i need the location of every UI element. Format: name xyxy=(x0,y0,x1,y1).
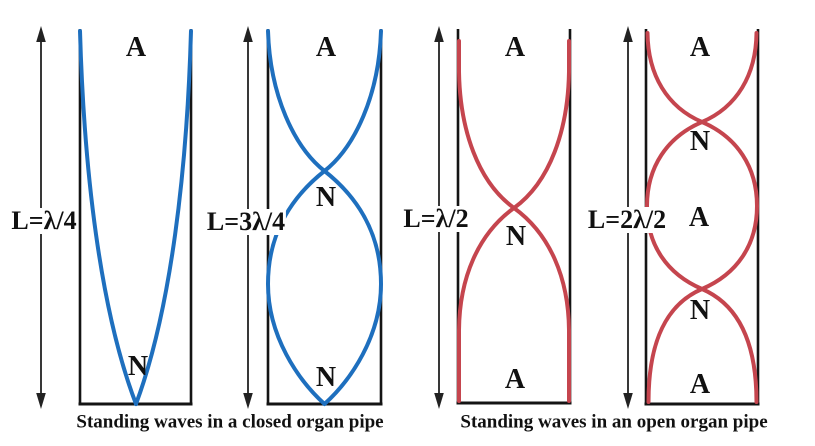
open-pipe-1-walls xyxy=(456,29,572,405)
wave-left-branch xyxy=(645,31,760,404)
antinode-label: A xyxy=(125,32,147,63)
arrow-up-icon xyxy=(623,26,633,42)
antinode-label: A xyxy=(504,364,526,395)
node-label: N xyxy=(505,221,527,252)
node-label: N xyxy=(689,295,711,326)
arrow-down-icon xyxy=(623,393,633,409)
antinode-label: A xyxy=(689,32,711,63)
antinode-label: A xyxy=(315,32,337,63)
arrow-down-icon xyxy=(243,393,253,409)
open-pipe-1-wave xyxy=(457,39,571,403)
wave-right-branch xyxy=(644,31,759,404)
length-label-closed-pipe-2: L=3λ/4 xyxy=(205,207,287,236)
arrow-down-icon xyxy=(434,393,444,409)
wave-right-branch xyxy=(457,39,571,403)
arrow-down-icon xyxy=(36,393,46,409)
wave-right-branch xyxy=(134,29,193,406)
caption-closed-organ-pipe: Standing waves in a closed organ pipe xyxy=(76,411,384,433)
node-label: N xyxy=(127,351,149,382)
arrow-up-icon xyxy=(36,26,46,42)
antinode-label: A xyxy=(688,202,710,233)
wave-left-branch xyxy=(78,29,138,406)
antinode-label: A xyxy=(689,369,711,400)
open-pipe-2-wave xyxy=(644,31,760,404)
node-label: N xyxy=(315,182,337,213)
antinode-label: A xyxy=(504,32,526,63)
arrow-up-icon xyxy=(434,26,444,42)
caption-open-organ-pipe: Standing waves in an open organ pipe xyxy=(460,411,768,433)
wave-left-branch xyxy=(266,29,384,406)
closed-pipe-1-wave xyxy=(78,29,193,406)
node-label: N xyxy=(689,126,711,157)
wave-right-branch xyxy=(265,29,383,406)
node-label: N xyxy=(315,362,337,393)
length-label-open-pipe-1: L=λ/2 xyxy=(402,204,470,233)
length-label-open-pipe-2: L=2λ/2 xyxy=(586,205,668,234)
closed-pipe-2-wave xyxy=(265,29,384,406)
length-label-closed-pipe-1: L=λ/4 xyxy=(10,206,78,235)
arrow-up-icon xyxy=(243,26,253,42)
